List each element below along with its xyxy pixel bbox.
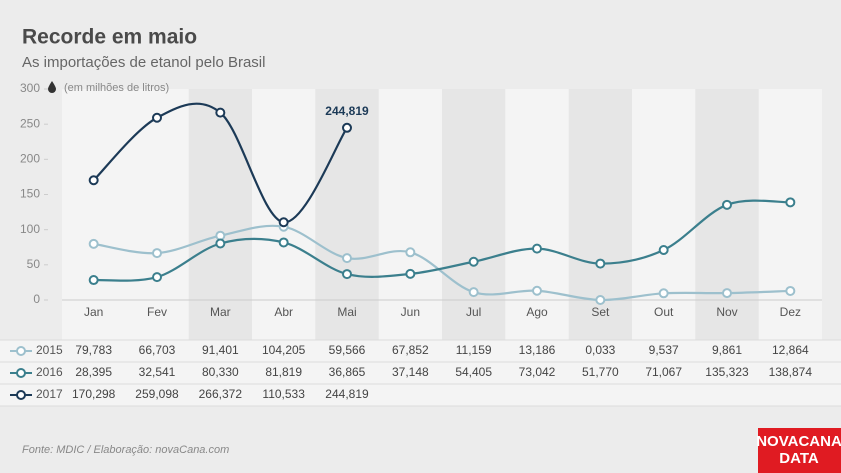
y-tick-label: 150 [20, 187, 40, 201]
x-tick-label: Fev [147, 305, 167, 319]
x-tick-label: Jul [466, 305, 481, 319]
table-cell: 28,395 [75, 365, 112, 379]
point [722, 199, 732, 210]
x-tick-label: Jun [401, 305, 420, 319]
point [342, 269, 352, 280]
point [88, 175, 99, 186]
table-cell: 110,533 [262, 387, 305, 401]
y-axis-label: (em milhões de litros) [64, 82, 169, 94]
x-tick-label: Nov [716, 305, 737, 319]
x-tick-label: Mar [210, 305, 231, 319]
point [405, 268, 416, 279]
table-cell: 9,537 [649, 343, 679, 357]
point [658, 288, 669, 299]
x-tick-label: Set [591, 305, 610, 319]
point [468, 256, 479, 267]
annotation: 244,819 [325, 104, 369, 118]
logo-box [758, 428, 841, 473]
table-cell: 138,874 [769, 365, 813, 379]
legend-label: 2016 [36, 365, 63, 379]
table-cell: 0,033 [585, 343, 615, 357]
table-cell: 32,541 [139, 365, 176, 379]
table-cell: 104,205 [262, 343, 306, 357]
point [468, 287, 479, 298]
x-tick-label: Mai [337, 305, 356, 319]
point [278, 237, 289, 248]
logo-text: DATA [779, 450, 819, 467]
table-cell: 67,852 [392, 343, 429, 357]
point [722, 288, 732, 299]
column-shade [188, 89, 252, 340]
table-cell: 80,330 [202, 365, 239, 379]
table-cell: 11,159 [456, 343, 492, 357]
legend-marker [16, 368, 26, 378]
line [92, 102, 348, 224]
table-cell: 54,405 [455, 365, 492, 379]
table-cell: 266,372 [199, 387, 243, 401]
table-cell: 73,042 [519, 365, 556, 379]
table-area [0, 340, 841, 406]
y-tick-label: 100 [20, 222, 40, 236]
table-cell: 244,819 [325, 387, 369, 401]
point [152, 272, 162, 283]
y-tick-label: 50 [27, 257, 41, 271]
point [595, 258, 606, 269]
point [88, 238, 99, 249]
point [215, 107, 226, 118]
legend-marker [16, 346, 26, 356]
point [595, 294, 606, 305]
table-cell: 170,298 [72, 387, 116, 401]
table-cell: 12,864 [772, 343, 809, 357]
table-cell: 13,186 [519, 343, 556, 357]
point [215, 238, 226, 249]
point [278, 217, 289, 228]
point [658, 245, 669, 256]
table-cell: 37,148 [392, 365, 429, 379]
point [532, 285, 542, 296]
table-cell: 79,783 [75, 343, 112, 357]
point [152, 248, 162, 259]
legend-label: 2015 [36, 343, 63, 357]
table-cell: 259,098 [135, 387, 179, 401]
column-shade [442, 89, 506, 340]
point [88, 275, 99, 286]
chart-title: Recorde em maio [22, 26, 197, 49]
point [785, 197, 796, 208]
source: Fonte: MDIC / Elaboração: novaCana.com [22, 444, 229, 456]
x-tick-label: Jan [84, 305, 103, 319]
y-tick-label: 250 [20, 116, 40, 130]
point [405, 247, 416, 258]
table-cell: 71,067 [645, 365, 682, 379]
table-cell: 66,703 [139, 343, 176, 357]
y-tick-label: 300 [20, 81, 40, 95]
x-tick-label: Out [654, 305, 674, 319]
table-cell: 135,323 [705, 365, 749, 379]
point [152, 112, 162, 123]
y-tick-label: 200 [20, 152, 40, 166]
table-cell: 36,865 [329, 365, 366, 379]
drop-icon [48, 81, 56, 93]
table-cell: 59,566 [329, 343, 366, 357]
legend-marker [16, 390, 26, 400]
y-tick-label: 0 [33, 292, 40, 306]
table-cell: 81,819 [265, 365, 302, 379]
table-cell: 9,861 [712, 343, 742, 357]
plot-background [0, 89, 841, 407]
point [342, 253, 352, 264]
x-tick-label: Abr [274, 305, 293, 319]
line [93, 199, 791, 282]
x-tick-label: Ago [526, 305, 548, 319]
point [342, 122, 352, 133]
table-cell: 91,401 [202, 343, 239, 357]
legend-label: 2017 [36, 387, 63, 401]
point [532, 243, 542, 254]
point [785, 285, 796, 296]
chart-subtitle: As importações de etanol pelo Brasil [22, 54, 265, 71]
table-cell: 51,770 [582, 365, 619, 379]
x-tick-label: Dez [780, 305, 801, 319]
logo-text: NOVACANA [756, 433, 841, 450]
column-shade [695, 89, 759, 340]
